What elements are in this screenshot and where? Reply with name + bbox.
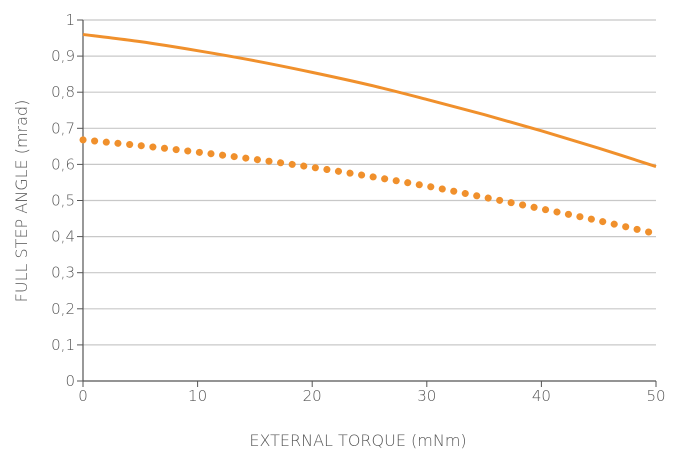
y-tick-label: 0,8 xyxy=(51,83,75,101)
grid-lines xyxy=(83,19,656,346)
series-line-dotted xyxy=(79,136,660,238)
x-tick-labels: 0 10 20 30 40 50 xyxy=(78,387,665,405)
x-tick-label: 40 xyxy=(532,387,551,405)
x-tick-label: 20 xyxy=(303,387,322,405)
y-tick-label: 0 xyxy=(65,372,75,390)
y-tick-labels: 0 0,1 0,2 0,3 0,4 0,5 0,6 0,7 0,8 0,9 1 xyxy=(51,11,75,390)
x-tick-label: 10 xyxy=(188,387,207,405)
y-tick-label: 1 xyxy=(65,11,75,29)
x-tick-label: 30 xyxy=(417,387,436,405)
x-tick-label: 50 xyxy=(646,387,665,405)
y-tick-label: 0,1 xyxy=(51,336,75,354)
x-tick-label: 0 xyxy=(78,387,88,405)
y-tick-label: 0,3 xyxy=(51,264,75,282)
x-axis-title: EXTERNAL TORQUE (mNm) xyxy=(249,431,466,450)
y-tick-label: 0,7 xyxy=(51,119,75,137)
y-tick-label: 0,5 xyxy=(51,192,75,210)
y-tick-label: 0,4 xyxy=(51,228,75,246)
axes xyxy=(77,19,657,387)
series-line-solid xyxy=(82,32,657,168)
y-tick-label: 0,9 xyxy=(51,47,75,65)
y-tick-label: 0,6 xyxy=(51,155,75,173)
y-axis-title: FULL STEP ANGLE (mrad) xyxy=(12,100,31,303)
series-group xyxy=(79,32,660,238)
y-tick-label: 0,2 xyxy=(51,300,75,318)
